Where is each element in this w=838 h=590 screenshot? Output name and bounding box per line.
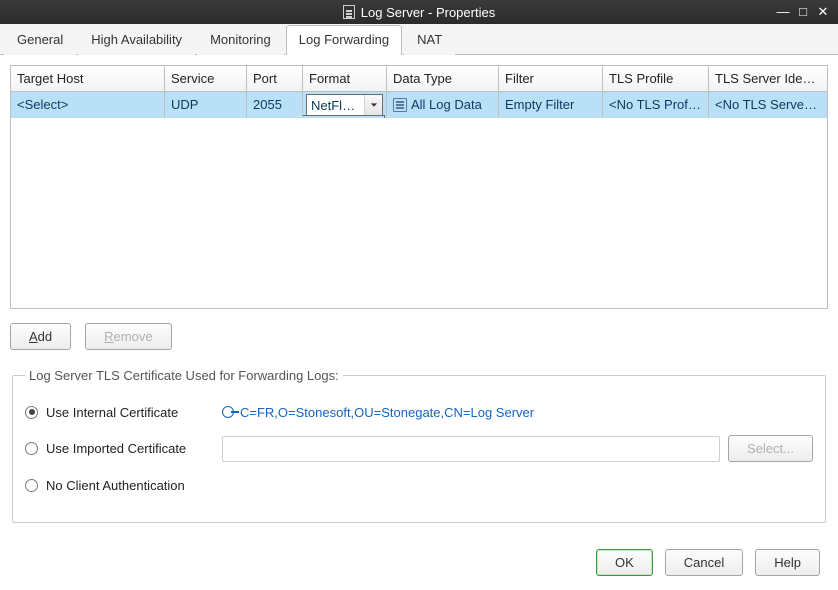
minimize-icon[interactable]: — <box>774 4 792 20</box>
format-option-cef[interactable]: CEF <box>303 116 384 118</box>
format-dropdown-list[interactable]: CEF CSV LEEF NetFlow v9 IPFIX XML McAfee… <box>303 115 385 118</box>
table-empty-area <box>11 118 827 308</box>
col-data-type[interactable]: Data Type <box>387 66 499 91</box>
radio-internal-cert-label: Use Internal Certificate <box>46 405 214 420</box>
tab-log-forwarding[interactable]: Log Forwarding <box>286 25 402 55</box>
col-filter[interactable]: Filter <box>499 66 603 91</box>
col-tls-identity[interactable]: TLS Server Identity <box>709 66 827 91</box>
remove-button: Remove <box>85 323 171 350</box>
add-button[interactable]: Add <box>10 323 71 350</box>
col-port[interactable]: Port <box>247 66 303 91</box>
table-header: Target Host Service Port Format Data Typ… <box>11 66 827 92</box>
col-target-host[interactable]: Target Host <box>11 66 165 91</box>
radio-no-client-auth[interactable] <box>25 479 38 492</box>
app-icon <box>343 5 355 19</box>
cell-port[interactable]: 2055 <box>247 92 303 118</box>
tab-bar: General High Availability Monitoring Log… <box>0 24 838 55</box>
title-bar: Log Server - Properties — □ ✕ <box>0 0 838 24</box>
select-cert-button: Select... <box>728 435 813 462</box>
help-button[interactable]: Help <box>755 549 820 576</box>
tls-cert-group: Log Server TLS Certificate Used for Forw… <box>12 368 826 523</box>
cell-data-type[interactable]: All Log Data <box>387 92 499 118</box>
dialog-footer: OK Cancel Help <box>0 535 838 590</box>
radio-internal-cert[interactable] <box>25 406 38 419</box>
internal-cert-link[interactable]: C=FR,O=Stonesoft,OU=Stonegate,CN=Log Ser… <box>222 405 534 420</box>
tab-general[interactable]: General <box>4 25 76 55</box>
forwarding-table: Target Host Service Port Format Data Typ… <box>10 65 828 309</box>
cell-filter[interactable]: Empty Filter <box>499 92 603 118</box>
cell-format[interactable]: NetFlo... CEF CSV LEEF NetFlow v9 IPFIX … <box>303 92 387 118</box>
radio-imported-cert-label: Use Imported Certificate <box>46 441 214 456</box>
cell-target-host[interactable]: <Select> <box>11 92 165 118</box>
window-title: Log Server - Properties <box>361 5 495 20</box>
close-icon[interactable]: ✕ <box>814 4 832 20</box>
tab-nat[interactable]: NAT <box>404 25 455 55</box>
cell-service[interactable]: UDP <box>165 92 247 118</box>
col-tls-profile[interactable]: TLS Profile <box>603 66 709 91</box>
format-dropdown[interactable]: NetFlo... <box>306 94 383 116</box>
format-value: NetFlo... <box>307 98 364 113</box>
ok-button[interactable]: OK <box>596 549 653 576</box>
radio-no-client-auth-label: No Client Authentication <box>46 478 214 493</box>
chevron-down-icon[interactable] <box>364 95 382 115</box>
maximize-icon[interactable]: □ <box>794 4 812 20</box>
col-service[interactable]: Service <box>165 66 247 91</box>
tls-cert-legend: Log Server TLS Certificate Used for Forw… <box>25 368 343 383</box>
tab-high-availability[interactable]: High Availability <box>78 25 195 55</box>
all-log-data-icon <box>393 98 407 112</box>
col-format[interactable]: Format <box>303 66 387 91</box>
table-row[interactable]: <Select> UDP 2055 NetFlo... CEF CSV LEEF… <box>11 92 827 118</box>
certificate-icon <box>222 406 234 418</box>
radio-imported-cert[interactable] <box>25 442 38 455</box>
imported-cert-input[interactable] <box>222 436 720 462</box>
cancel-button[interactable]: Cancel <box>665 549 743 576</box>
cell-tls-profile[interactable]: <No TLS Profile> <box>603 92 709 118</box>
cell-tls-identity[interactable]: <No TLS Server Iden... <box>709 92 827 118</box>
tab-monitoring[interactable]: Monitoring <box>197 25 284 55</box>
